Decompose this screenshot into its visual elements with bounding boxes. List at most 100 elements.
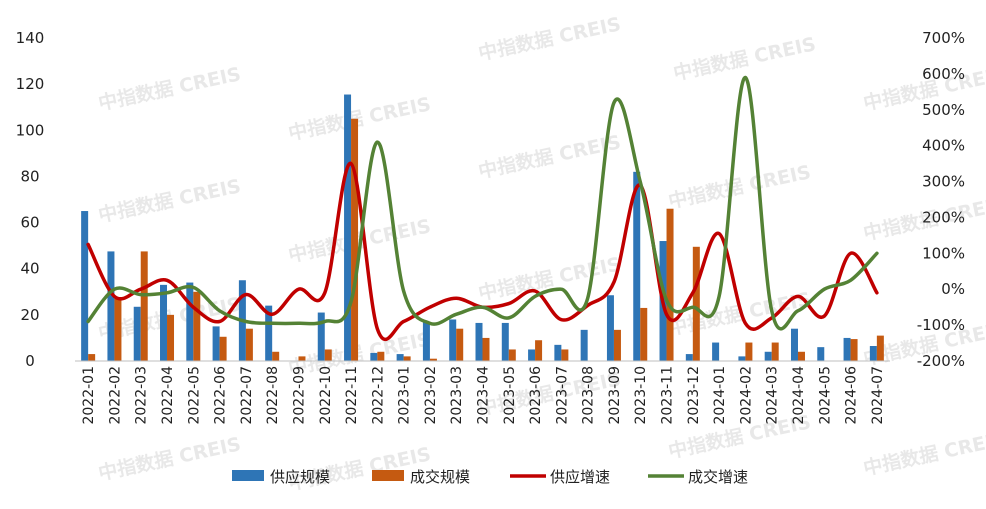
bar-supply-2022-06	[212, 326, 220, 361]
watermark-text: 中指数据 CREIS	[666, 287, 813, 340]
right-axis-tick-label: 400%	[922, 137, 965, 155]
x-axis-tick-label: 2024-07	[870, 366, 886, 425]
legend-item: 成交增速	[648, 468, 748, 486]
x-axis-tick-label: 2022-04	[160, 366, 176, 425]
bar-supply-2024-04	[790, 328, 798, 361]
x-axis-tick-label: 2022-10	[318, 366, 334, 425]
bar-supply-2024-05	[817, 347, 825, 361]
bar-deal-2022-04	[167, 314, 175, 361]
x-axis-tick-label: 2022-06	[213, 366, 229, 425]
bar-supply-2023-08	[580, 329, 588, 361]
bar-supply-2022-04	[160, 284, 168, 361]
bar-deal-2023-02	[429, 358, 437, 361]
x-axis-tick-label: 2023-12	[686, 366, 702, 425]
x-axis-tick-label: 2024-03	[765, 366, 781, 425]
bar-supply-2022-08	[265, 305, 273, 361]
bar-deal-2023-10	[640, 307, 648, 361]
bar-supply-2022-11	[344, 94, 352, 362]
x-axis-tick-label: 2022-09	[291, 366, 307, 425]
x-axis-tick-label: 2022-03	[134, 366, 150, 425]
legend-label: 供应规模	[270, 468, 330, 486]
x-axis-tick-label: 2023-08	[581, 366, 597, 425]
x-axis-tick-label: 2023-10	[633, 366, 649, 425]
left-axis-tick-label: 100	[16, 121, 45, 139]
x-axis-tick-label: 2023-05	[502, 366, 518, 425]
watermark-text: 中指数据 CREIS	[476, 130, 623, 183]
bar-deal-2022-01	[88, 354, 96, 361]
bar-deal-2023-06	[535, 340, 543, 361]
bar-supply-2023-07	[554, 344, 562, 361]
x-axis-tick-label: 2024-06	[844, 366, 860, 425]
x-axis-tick-label: 2022-08	[265, 366, 281, 425]
left-axis-tick-label: 120	[16, 75, 45, 93]
right-axis-tick-label: 600%	[922, 65, 965, 83]
line-series	[86, 75, 879, 342]
x-axis-ticks: 2022-01 2022-02 2022-03 2022-04 2022-05 2022-…	[81, 366, 886, 425]
bar-deal-2024-06	[850, 339, 858, 361]
watermark-text: 中指数据 CREIS	[96, 174, 243, 227]
bar-deal-2023-07	[561, 349, 569, 361]
bar-supply-2023-04	[475, 322, 483, 361]
bar-deal-2023-05	[508, 349, 516, 361]
watermark-text: 中指数据 CREIS	[666, 160, 813, 213]
right-axis-tick-label: 700%	[922, 29, 965, 47]
bar-supply-2023-09	[606, 295, 614, 361]
right-axis-tick-label: 500%	[922, 101, 965, 119]
bar-deal-2022-06	[219, 336, 227, 361]
bar-deal-2024-03	[771, 342, 779, 361]
legend-item: 供应增速	[510, 468, 610, 486]
bar-supply-2023-12	[685, 354, 693, 361]
left-axis-tick-label: 140	[16, 29, 45, 47]
left-axis-tick-label: 60	[20, 214, 39, 232]
bar-deal-2024-07	[876, 335, 884, 361]
bar-supply-2023-02	[422, 321, 430, 361]
bar-deal-2023-01	[403, 356, 411, 361]
bar-supply-2024-07	[869, 346, 877, 361]
bar-deal-2023-03	[456, 328, 464, 361]
x-axis-tick-label: 2022-02	[107, 366, 123, 425]
x-axis-tick-label: 2024-02	[738, 366, 754, 425]
x-axis-tick-label: 2023-02	[423, 366, 439, 425]
watermark-text: 中指数据 CREIS	[286, 92, 433, 145]
bar-supply-2024-06	[843, 337, 851, 361]
bar-deal-2022-11	[351, 118, 359, 361]
x-axis-tick-label: 2022-07	[239, 366, 255, 425]
x-axis-tick-label: 2022-11	[344, 366, 360, 425]
bar-supply-2022-02	[107, 251, 115, 361]
bar-supply-2023-03	[449, 319, 457, 361]
bar-deal-2022-07	[245, 328, 253, 361]
right-axis-tick-label: 300%	[922, 173, 965, 191]
bar-deal-2022-02	[114, 298, 122, 361]
bar-deal-2023-09	[613, 329, 621, 361]
x-axis-tick-label: 2024-01	[712, 366, 728, 425]
legend-label: 供应增速	[550, 468, 610, 486]
legend-label: 成交规模	[410, 468, 470, 486]
left-axis-tick-label: 40	[20, 260, 39, 278]
bar-series	[81, 94, 884, 362]
bar-supply-2023-05	[501, 322, 509, 361]
x-axis-tick-label: 2023-11	[660, 366, 676, 425]
right-axis: -200% -100% 0% 100% 200% 300% 400% 500% 600% 700%	[917, 29, 965, 370]
x-axis-tick-label: 2023-03	[449, 366, 465, 425]
legend-item: 成交规模	[372, 468, 470, 486]
bar-supply-2023-06	[528, 349, 536, 361]
bar-deal-2022-05	[193, 291, 201, 361]
legend: 供应规模 成交规模 供应增速 成交增速	[232, 468, 748, 486]
bar-deal-2022-08	[272, 351, 280, 361]
bar-supply-2023-10	[633, 171, 641, 361]
legend-swatch	[372, 470, 404, 481]
bar-supply-2023-01	[396, 354, 404, 361]
watermark-text: 中指数据 CREIS	[861, 427, 986, 480]
left-axis-tick-label: 20	[20, 306, 39, 324]
bar-supply-2022-10	[317, 312, 325, 361]
left-axis-tick-label: 80	[20, 167, 39, 185]
bar-supply-2022-12	[370, 352, 378, 361]
x-axis-tick-label: 2022-01	[81, 366, 97, 425]
bar-deal-2022-03	[140, 251, 148, 361]
x-axis-tick-label: 2023-04	[476, 366, 492, 425]
x-axis-tick-label: 2022-12	[370, 366, 386, 425]
bar-supply-2024-02	[738, 356, 746, 361]
deal-growth-line	[86, 75, 879, 331]
